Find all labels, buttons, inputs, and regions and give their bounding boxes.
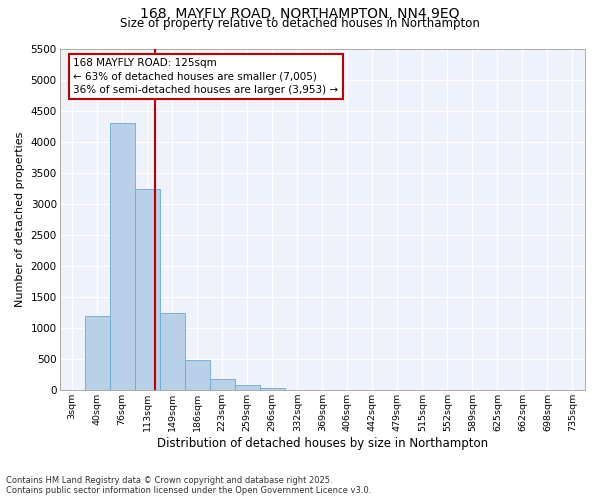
Bar bbox=[235, 385, 260, 390]
Bar bbox=[160, 312, 185, 390]
Bar bbox=[260, 388, 285, 390]
Text: 168 MAYFLY ROAD: 125sqm
← 63% of detached houses are smaller (7,005)
36% of semi: 168 MAYFLY ROAD: 125sqm ← 63% of detache… bbox=[73, 58, 338, 94]
Bar bbox=[85, 316, 110, 390]
Bar bbox=[134, 188, 160, 390]
Bar bbox=[210, 379, 235, 390]
Text: Size of property relative to detached houses in Northampton: Size of property relative to detached ho… bbox=[120, 18, 480, 30]
Bar bbox=[110, 124, 134, 390]
Bar bbox=[185, 360, 210, 390]
Text: 168, MAYFLY ROAD, NORTHAMPTON, NN4 9EQ: 168, MAYFLY ROAD, NORTHAMPTON, NN4 9EQ bbox=[140, 8, 460, 22]
X-axis label: Distribution of detached houses by size in Northampton: Distribution of detached houses by size … bbox=[157, 437, 488, 450]
Text: Contains HM Land Registry data © Crown copyright and database right 2025.
Contai: Contains HM Land Registry data © Crown c… bbox=[6, 476, 371, 495]
Y-axis label: Number of detached properties: Number of detached properties bbox=[15, 132, 25, 308]
